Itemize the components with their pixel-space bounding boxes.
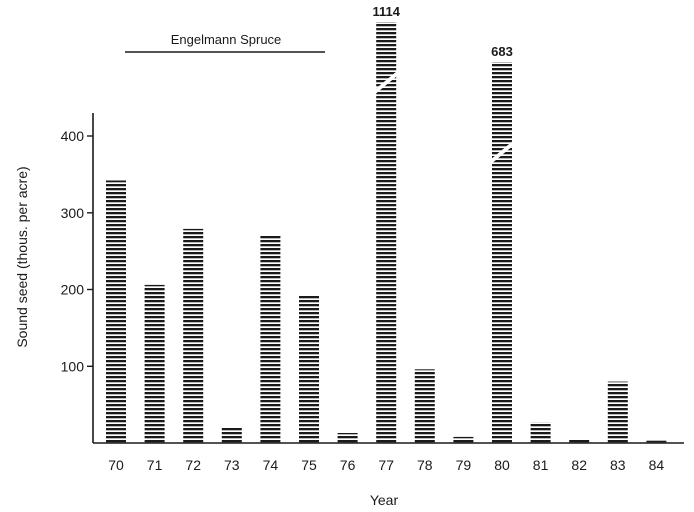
bar-74 — [260, 235, 281, 443]
x-ticks-group: 70 71 72 73 74 75 76 77 78 79 80 81 82 83 84 — [108, 457, 664, 473]
x-tick-label-72: 72 — [185, 457, 201, 473]
legend-label: Engelmann Spruce — [171, 32, 282, 47]
bar-77 — [376, 22, 397, 443]
bars-group — [106, 22, 667, 443]
x-tick-label-74: 74 — [263, 457, 279, 473]
data-label-77: 1114 — [372, 4, 400, 19]
y-tick-label-300: 300 — [61, 205, 85, 221]
x-tick-label-82: 82 — [571, 457, 587, 473]
x-tick-label-70: 70 — [108, 457, 124, 473]
y-tick-label-100: 100 — [61, 358, 85, 374]
bar-break-77 — [374, 70, 399, 95]
bar-70 — [106, 180, 126, 443]
x-tick-label-80: 80 — [494, 457, 510, 473]
bar-83 — [607, 381, 628, 443]
bar-73 — [221, 427, 242, 443]
x-tick-label-73: 73 — [224, 457, 240, 473]
y-ticks-group: 100 200 300 400 — [61, 128, 93, 374]
y-axis-title: Sound seed (thous. per acre) — [14, 166, 30, 347]
x-tick-label-84: 84 — [649, 457, 665, 473]
bar-76 — [337, 433, 358, 443]
x-tick-label-77: 77 — [378, 457, 394, 473]
x-tick-label-76: 76 — [340, 457, 356, 473]
data-labels-group: 1114 683 — [372, 4, 512, 59]
bar-78 — [414, 369, 435, 443]
x-tick-label-83: 83 — [610, 457, 626, 473]
bar-84 — [646, 440, 667, 443]
bar-80 — [492, 62, 512, 443]
axes-group — [92, 113, 684, 444]
x-tick-label-79: 79 — [456, 457, 472, 473]
y-tick-label-400: 400 — [61, 128, 85, 144]
x-tick-label-81: 81 — [533, 457, 549, 473]
bar-81 — [530, 422, 551, 443]
x-tick-label-78: 78 — [417, 457, 433, 473]
y-tick-label-200: 200 — [61, 282, 85, 298]
bar-82 — [569, 439, 590, 443]
x-axis-title: Year — [370, 492, 399, 508]
data-label-80: 683 — [491, 44, 513, 59]
bar-75 — [299, 295, 319, 443]
x-tick-label-75: 75 — [301, 457, 317, 473]
bar-71 — [144, 284, 165, 443]
bar-break-80 — [490, 140, 514, 165]
x-tick-label-71: 71 — [147, 457, 163, 473]
bar-72 — [183, 228, 204, 443]
bar-79 — [453, 436, 474, 443]
